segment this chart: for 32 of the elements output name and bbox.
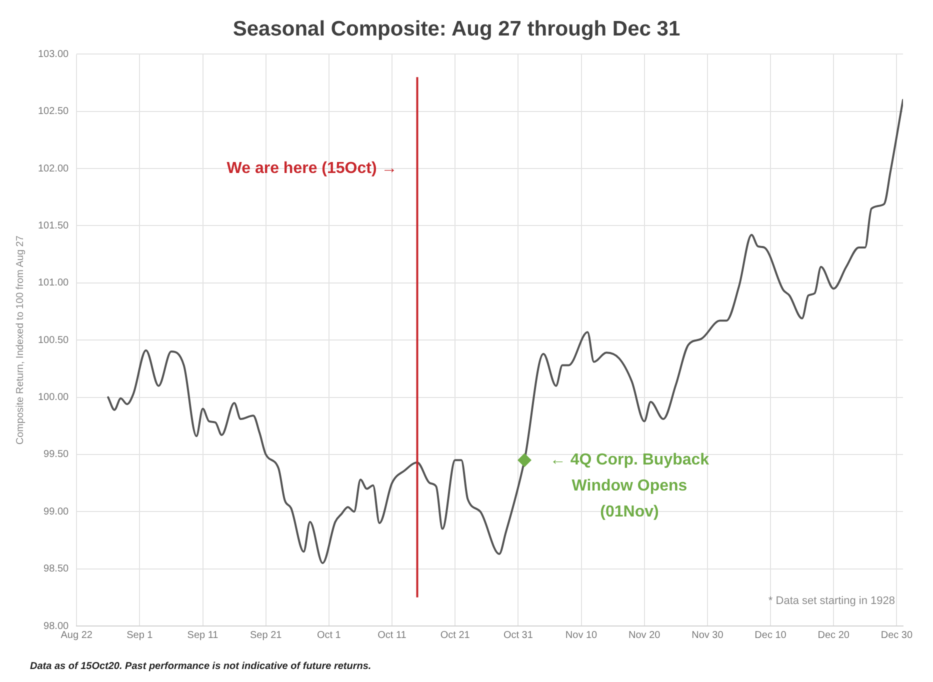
x-tick-label: Dec 20 bbox=[818, 630, 850, 641]
y-tick-label: 98.50 bbox=[44, 564, 70, 575]
x-tick-label: Dec 10 bbox=[754, 630, 787, 641]
chart-title: Seasonal Composite: Aug 27 through Dec 31 bbox=[232, 17, 680, 40]
y-tick-label: 98.00 bbox=[44, 620, 70, 632]
y-tick-label: 102.50 bbox=[38, 106, 70, 118]
x-tick-label: Nov 30 bbox=[692, 630, 724, 641]
x-tick-label: Aug 22 bbox=[60, 630, 93, 641]
annotation: ← 4Q Corp. Buyback Window Opens (01Nov) bbox=[550, 452, 710, 521]
x-tick-label: Sep 1 bbox=[126, 630, 154, 641]
y-tick-label: 100.50 bbox=[38, 334, 70, 346]
ref-line-label: We are here (15Oct) → bbox=[226, 160, 398, 177]
y-tick-label: 99.50 bbox=[44, 449, 70, 460]
x-tick-label: Sep 21 bbox=[250, 630, 282, 641]
line-series bbox=[107, 98, 903, 564]
x-tick-label: Dec 30 bbox=[880, 630, 913, 641]
x-tick-label: Nov 10 bbox=[565, 630, 598, 641]
y-axis-title: Composite Return, Indexed to 100 from Aug 27 bbox=[14, 235, 26, 445]
y-tick-label: 102.00 bbox=[38, 163, 70, 174]
y-tick-label: 99.00 bbox=[44, 506, 70, 518]
y-tick-label: 101.00 bbox=[38, 278, 70, 289]
x-tick-label: Oct 21 bbox=[440, 630, 470, 641]
x-tick-label: Sep 11 bbox=[187, 630, 219, 641]
x-tick-label: Oct 11 bbox=[378, 630, 407, 641]
x-tick-label: Oct 1 bbox=[316, 630, 342, 641]
annotation: * Data set starting in 1928 bbox=[768, 595, 895, 608]
x-tick-label: Oct 31 bbox=[503, 630, 534, 641]
y-tick-label: 103.00 bbox=[38, 48, 70, 60]
y-tick-label: 101.50 bbox=[38, 220, 70, 232]
text: Data as of 15Oct20. Past performance is not indicative of future returns. bbox=[30, 660, 372, 672]
y-tick-label: 100.00 bbox=[38, 392, 70, 404]
x-tick-label: Nov 20 bbox=[628, 630, 661, 641]
